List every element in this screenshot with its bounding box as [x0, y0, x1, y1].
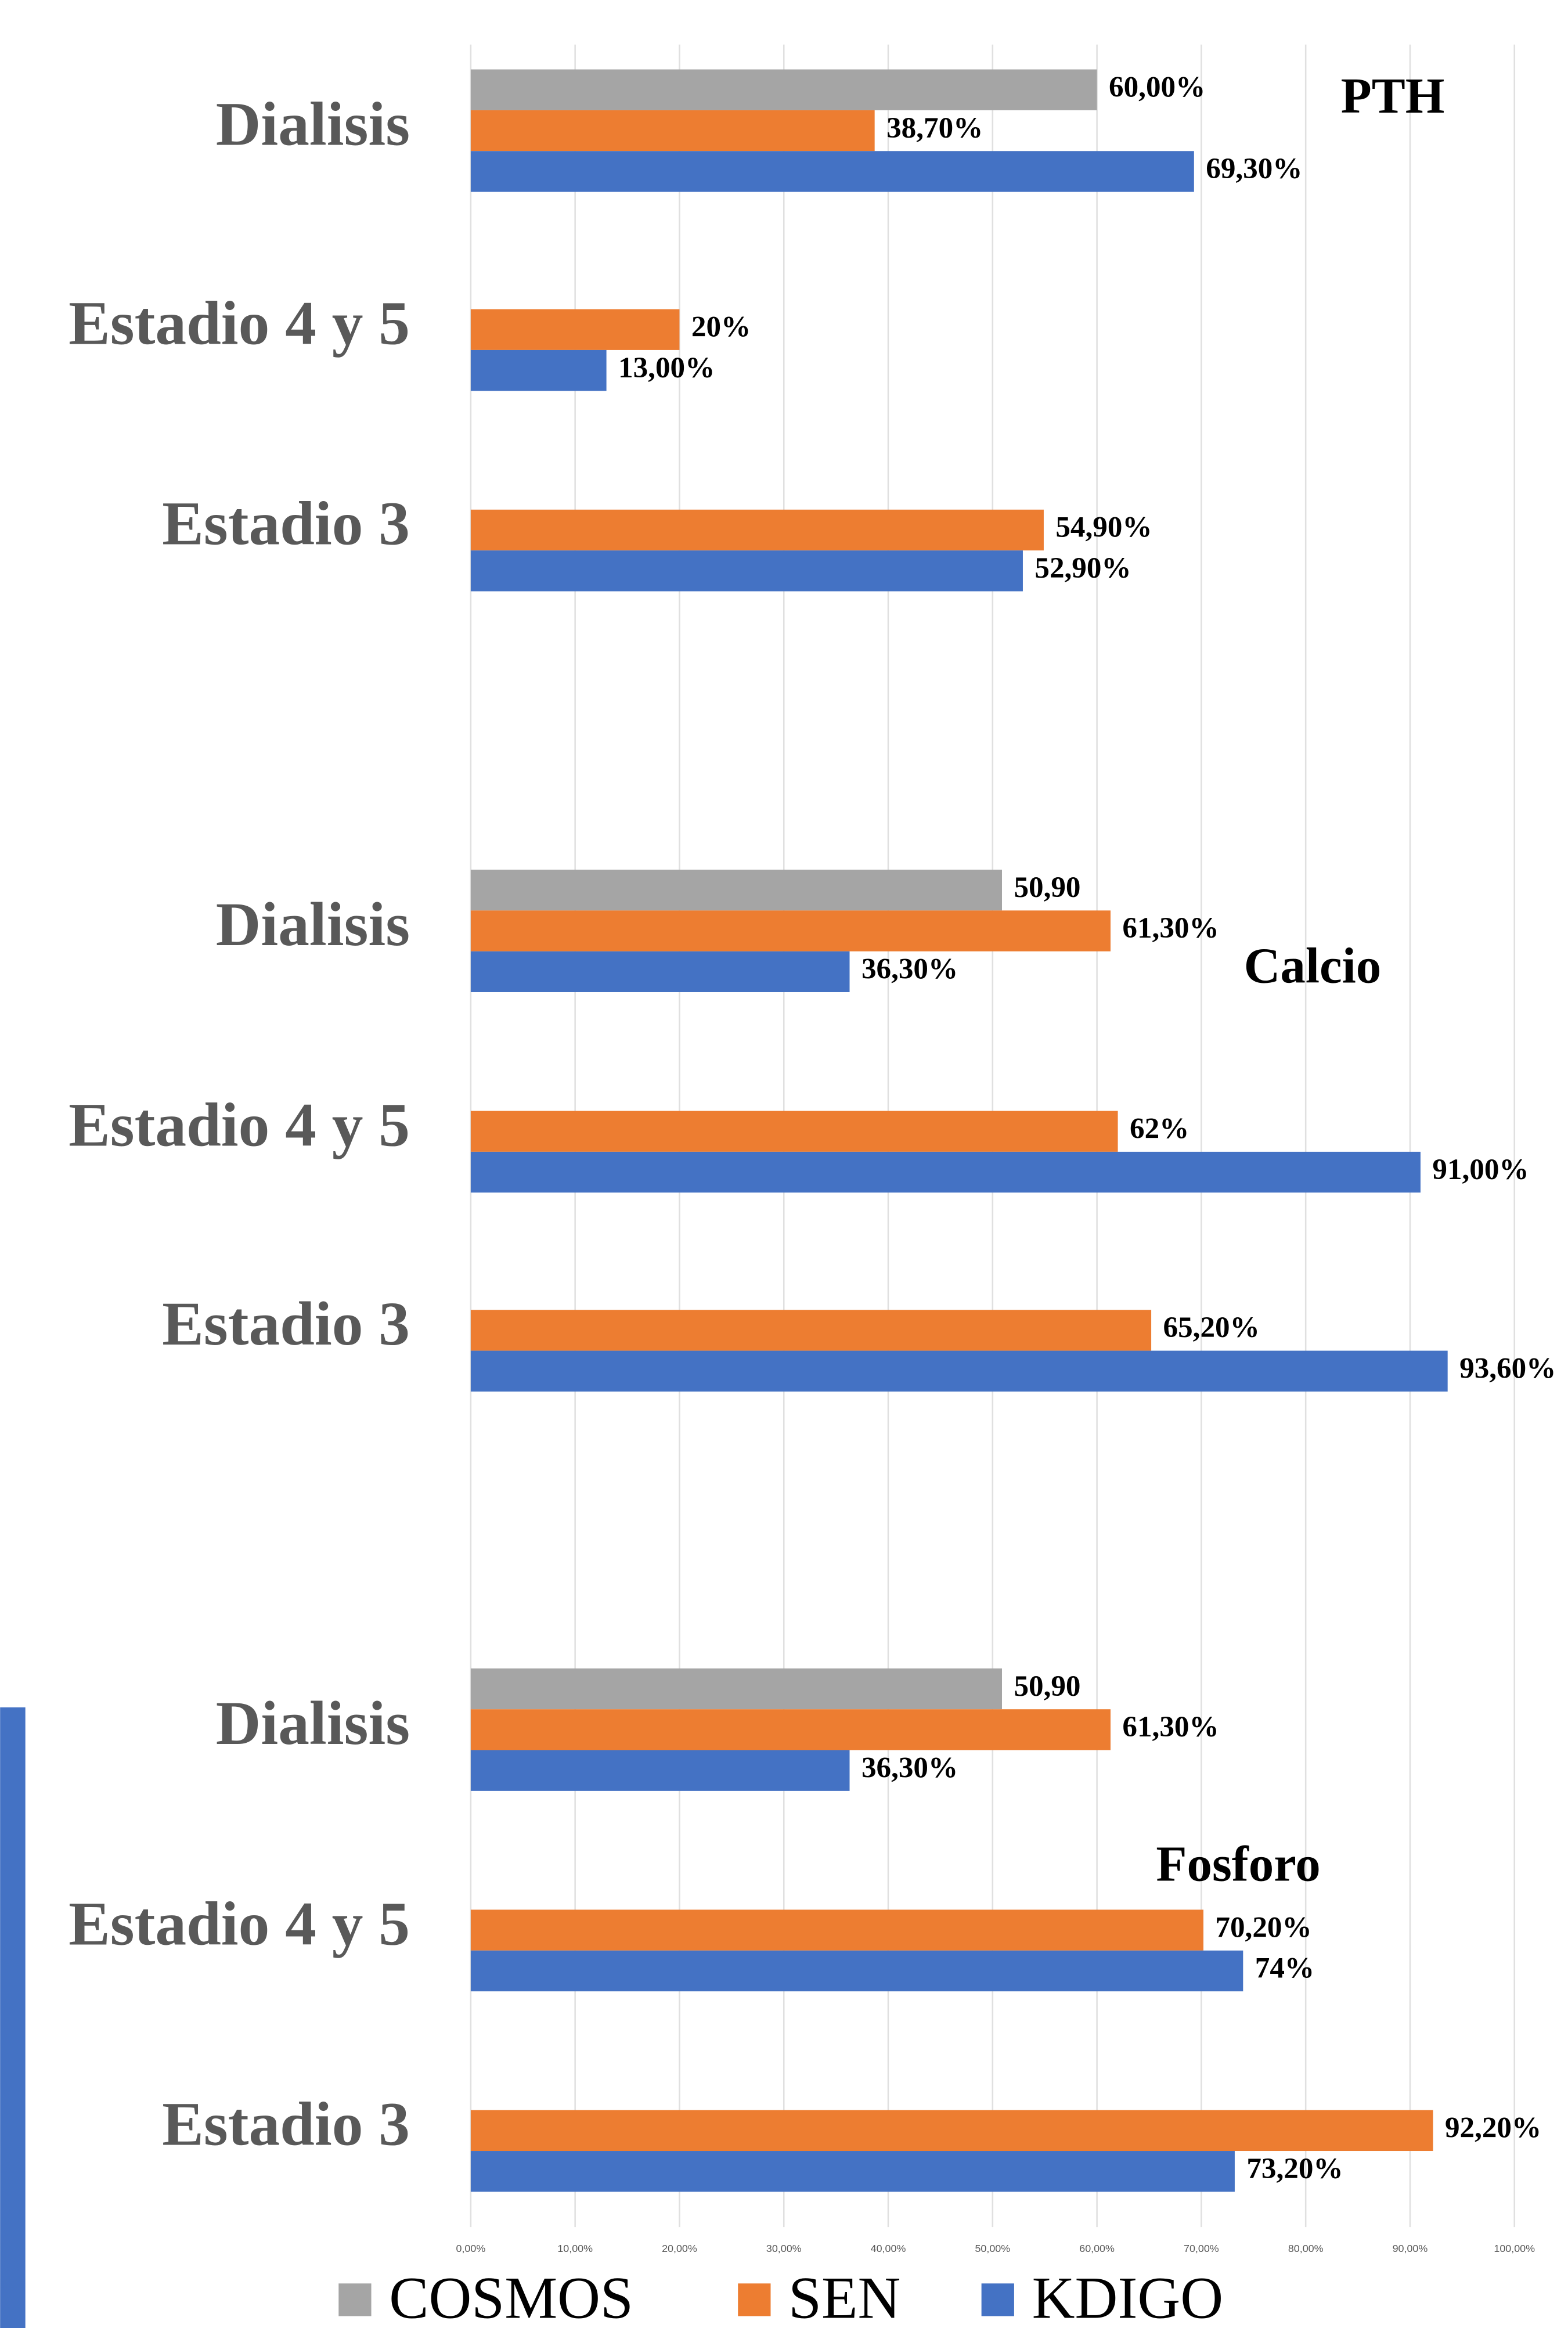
bar [470, 1909, 1203, 1951]
x-tick-label: 50,00% [975, 2243, 1010, 2254]
bar [470, 1310, 1152, 1351]
legend-label: KDIGO [1032, 2266, 1224, 2328]
x-tick-label: 20,00% [662, 2243, 697, 2254]
data-label: 74% [1255, 1952, 1314, 1985]
data-label: 70,20% [1215, 1911, 1311, 1944]
annotation: PTH [1341, 68, 1445, 124]
bar [470, 509, 1044, 551]
bar [470, 951, 850, 992]
bar [470, 349, 607, 391]
bar [470, 869, 1002, 911]
data-label: 62% [1130, 1112, 1189, 1145]
data-label: 60,00% [1109, 70, 1205, 103]
category-label: Dialisis [216, 1689, 410, 1758]
bar [470, 1709, 1111, 1750]
legend-label: COSMOS [389, 2266, 633, 2328]
bar [470, 1350, 1448, 1392]
bar [470, 151, 1194, 192]
category-label: Dialisis [216, 890, 410, 959]
data-label: 61,30% [1122, 911, 1219, 945]
data-label: 52,90% [1034, 552, 1131, 585]
bar [470, 550, 1023, 592]
bar [470, 1111, 1118, 1152]
x-tick-label: 70,00% [1184, 2243, 1219, 2254]
category-label: Estadio 4 y 5 [69, 1090, 410, 1159]
bar [470, 1151, 1421, 1193]
data-label: 13,00% [618, 351, 715, 384]
bar [470, 2110, 1433, 2152]
x-tick-label: 10,00% [557, 2243, 593, 2254]
x-tick-label: 100,00% [1494, 2243, 1535, 2254]
bar [470, 1750, 850, 1791]
annotation: Fosforo [1156, 1836, 1320, 1892]
data-label: 61,30% [1122, 1710, 1219, 1743]
bar [470, 110, 875, 152]
category-label: Dialisis [216, 90, 410, 159]
data-label: 36,30% [862, 953, 958, 986]
data-label: 36,30% [862, 1751, 958, 1784]
category-label: Estadio 3 [162, 489, 410, 558]
legend-swatch [738, 2283, 771, 2316]
category-label: Estadio 3 [162, 1289, 410, 1358]
data-label: 73,20% [1246, 2152, 1343, 2185]
bar [470, 1950, 1243, 1992]
x-tick-label: 0,00% [456, 2243, 486, 2254]
legend-swatch [981, 2283, 1014, 2316]
x-tick-label: 90,00% [1393, 2243, 1428, 2254]
data-label: 93,60% [1459, 1352, 1556, 1385]
category-label: Estadio 3 [162, 2090, 410, 2159]
x-tick-label: 80,00% [1288, 2243, 1324, 2254]
data-label: 38,70% [886, 111, 983, 145]
data-label: 69,30% [1206, 152, 1302, 185]
data-label: 65,20% [1163, 1311, 1260, 1344]
x-tick-label: 30,00% [766, 2243, 802, 2254]
legend-label: SEN [788, 2266, 900, 2328]
data-label: 92,20% [1445, 2111, 1541, 2145]
legend-swatch [338, 2283, 372, 2316]
data-label: 20% [691, 310, 751, 343]
bar [470, 2151, 1235, 2192]
bar [470, 309, 680, 350]
bar [470, 910, 1111, 952]
category-label: Estadio 4 y 5 [69, 289, 410, 358]
category-label: Estadio 4 y 5 [69, 1889, 410, 1958]
x-tick-label: 60,00% [1079, 2243, 1115, 2254]
bar [470, 1668, 1002, 1710]
data-label: 50,90 [1014, 1670, 1080, 1703]
data-label: 91,00% [1432, 1153, 1529, 1186]
data-label: 50,90 [1014, 871, 1080, 904]
annotation: Calcio [1244, 938, 1382, 993]
bar [470, 69, 1097, 110]
side-decoration [0, 1707, 26, 2328]
x-tick-label: 40,00% [871, 2243, 906, 2254]
data-label: 54,90% [1055, 511, 1152, 544]
